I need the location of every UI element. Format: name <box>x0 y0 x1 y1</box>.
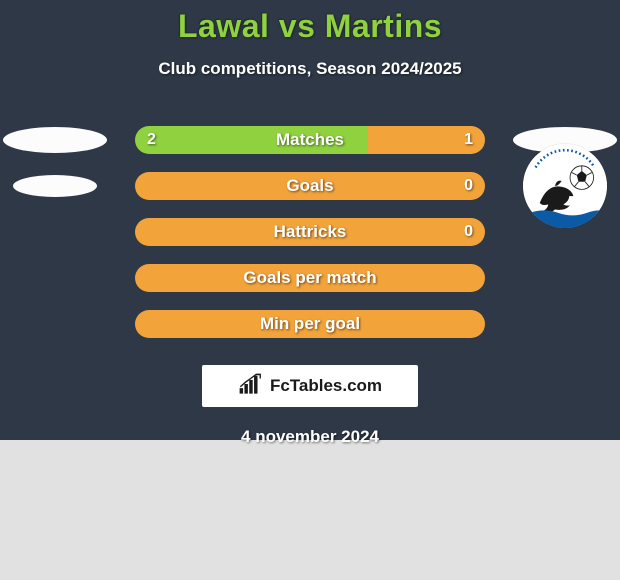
avatar-slot-left <box>0 175 110 197</box>
background-bottom <box>0 440 620 580</box>
stat-bar-left <box>135 126 368 154</box>
stat-bar: Goals 0 <box>135 172 485 200</box>
stat-bar: Hattricks 0 <box>135 218 485 246</box>
stat-bar-right <box>135 172 485 200</box>
stat-rows: Matches 21 Goals 0 <box>0 117 620 347</box>
player-avatar-placeholder <box>3 127 107 153</box>
stat-row: Goals per match <box>0 255 620 301</box>
stat-bar-right <box>135 218 485 246</box>
stat-value-left: 2 <box>147 126 156 154</box>
player-avatar-placeholder <box>13 175 97 197</box>
stat-bar: Goals per match <box>135 264 485 292</box>
fctables-icon <box>238 373 266 400</box>
stat-bar: Min per goal <box>135 310 485 338</box>
page-title: Lawal vs Martins <box>0 0 620 45</box>
stat-row: Goals 0 <box>0 163 620 209</box>
branding-badge: FcTables.com <box>202 365 418 407</box>
stat-value-right: 0 <box>464 218 473 246</box>
stat-bar-right <box>135 310 485 338</box>
date-text: 4 november 2024 <box>0 427 620 447</box>
stat-value-right: 1 <box>464 126 473 154</box>
stat-row: Hattricks 0 <box>0 209 620 255</box>
stat-bar: Matches 21 <box>135 126 485 154</box>
stat-value-right: 0 <box>464 172 473 200</box>
stat-bar-right <box>135 264 485 292</box>
infographic-content: Lawal vs Martins Club competitions, Seas… <box>0 0 620 447</box>
subtitle: Club competitions, Season 2024/2025 <box>0 59 620 79</box>
branding-text: FcTables.com <box>270 376 382 396</box>
stat-row: Min per goal <box>0 301 620 347</box>
avatar-slot-left <box>0 127 110 153</box>
